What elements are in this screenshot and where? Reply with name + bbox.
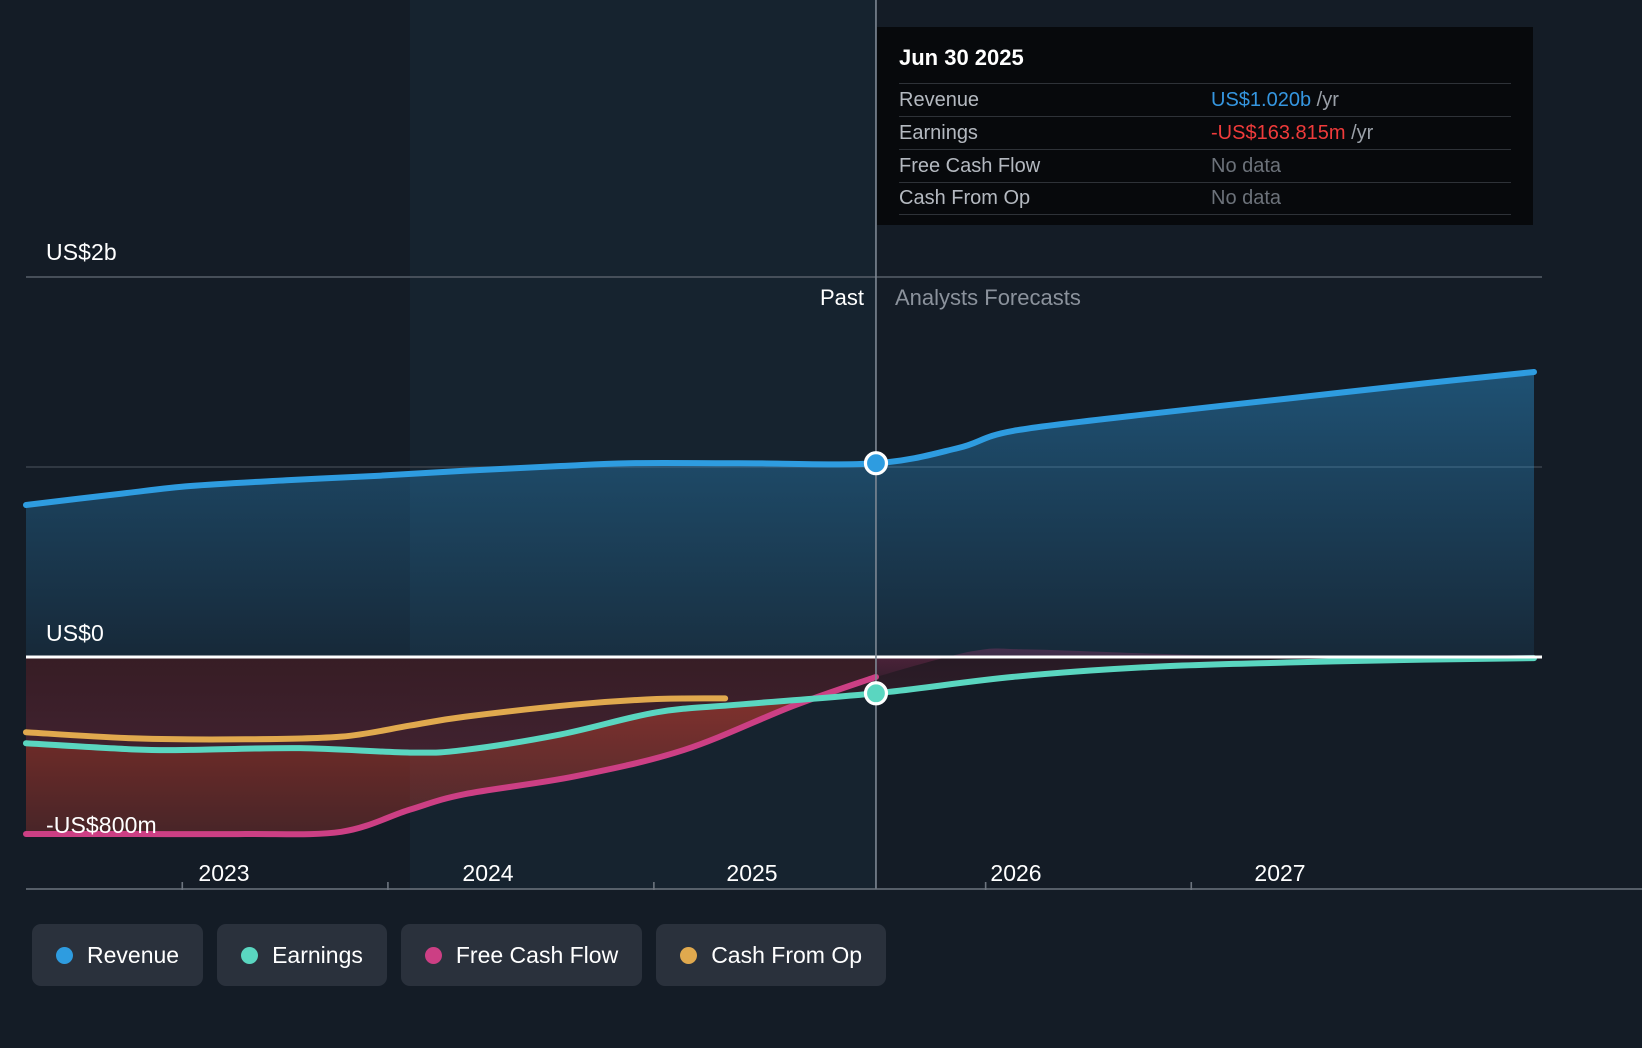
- tooltip-row: Free Cash Flow No data: [899, 149, 1511, 182]
- chart-plot-area[interactable]: US$2b US$0 -US$800m Past Analysts Foreca…: [0, 0, 1642, 890]
- legend-item-cash-from-op[interactable]: Cash From Op: [656, 924, 887, 986]
- series-line-cash-from-op: [23, 695, 729, 743]
- legend-item-label: Cash From Op: [711, 941, 863, 968]
- tooltip-value-number: No data: [1211, 154, 1282, 177]
- legend-item-free-cash-flow[interactable]: Free Cash Flow: [400, 924, 643, 986]
- x-axis-label-2026: 2026: [990, 860, 1042, 886]
- legend-item-label: Revenue: [87, 941, 180, 968]
- data-tooltip: Jun 30 2025 Revenue US$1.020b /yr Earnings…: [877, 27, 1533, 225]
- tooltip-row: Earnings -US$163.815m /yr: [899, 116, 1511, 149]
- tooltip-row-key: Revenue: [899, 88, 980, 111]
- tooltip-row-key: Cash From Op: [899, 187, 1031, 209]
- series-line-free-cash-flow: [23, 673, 879, 838]
- legend-item-earnings[interactable]: Earnings: [217, 924, 387, 986]
- tooltip-value-unit: /yr: [1311, 88, 1339, 111]
- tooltip-row: Revenue US$1.020b /yr: [899, 83, 1511, 116]
- legend-color-dot-icon: [56, 946, 73, 964]
- tooltip-row-value: No data: [1211, 187, 1511, 210]
- tooltip-value-unit: /yr: [1345, 121, 1374, 144]
- tooltip-row: Cash From Op No data: [899, 182, 1511, 215]
- legend-item-label: Free Cash Flow: [455, 941, 619, 968]
- y-axis-label-top: US$2b: [46, 239, 117, 265]
- tooltip-value-number: -US$163.815m: [1211, 121, 1346, 144]
- revenue-area: [26, 372, 1534, 657]
- series-line-revenue: [23, 369, 1537, 508]
- forecast-period-label: Analysts Forecasts: [895, 285, 1081, 310]
- x-axis-label-2024: 2024: [462, 860, 514, 886]
- series-line-earnings: [23, 655, 1537, 756]
- legend-item-revenue[interactable]: Revenue: [32, 924, 204, 986]
- legend-color-dot-icon: [424, 946, 442, 964]
- tooltip-row-value: US$1.020b /yr: [1211, 89, 1511, 112]
- legend-color-dot-icon: [241, 946, 259, 964]
- x-axis-label-2023: 2023: [198, 860, 250, 886]
- data-point-marker-revenue: [863, 451, 889, 476]
- x-axis-label-2025: 2025: [726, 860, 778, 886]
- tooltip-row-key: Free Cash Flow: [899, 154, 1041, 177]
- tooltip-rows: Revenue US$1.020b /yr Earnings -US$163.815m…: [899, 83, 1511, 215]
- legend-color-dot-icon: [680, 946, 698, 964]
- tooltip-value-number: No data: [1211, 187, 1282, 209]
- tooltip-value-number: US$1.020b: [1211, 88, 1312, 111]
- chart-svg: [23, 0, 1642, 890]
- legend-item-label: Earnings: [272, 941, 363, 968]
- y-axis-label-zero: US$0: [46, 620, 104, 646]
- tooltip-row-value: -US$163.815m /yr: [1211, 122, 1511, 145]
- tooltip-date: Jun 30 2025: [899, 45, 1024, 70]
- y-axis-label-bottom: -US$800m: [46, 812, 157, 838]
- past-period-label: Past: [819, 285, 864, 310]
- tooltip-row-key: Earnings: [899, 121, 978, 144]
- x-axis-label-2027: 2027: [1254, 860, 1306, 886]
- tooltip-row-value: No data: [1211, 155, 1511, 178]
- data-point-marker-earnings: [863, 681, 889, 706]
- chart-legend[interactable]: Revenue Earnings Free Cash Flow Cash From O…: [32, 924, 887, 986]
